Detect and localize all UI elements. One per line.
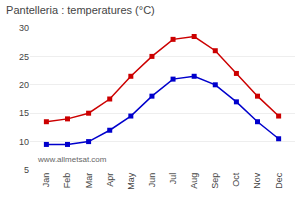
- svg-text:5: 5: [24, 165, 29, 175]
- svg-text:Jan: Jan: [41, 173, 51, 188]
- svg-text:Jun: Jun: [147, 173, 157, 188]
- svg-text:Feb: Feb: [62, 173, 72, 189]
- svg-text:25: 25: [19, 52, 29, 62]
- svg-text:Nov: Nov: [252, 172, 262, 189]
- svg-text:Dec: Dec: [274, 172, 284, 189]
- svg-text:Pantelleria : temperatures (°C: Pantelleria : temperatures (°C): [6, 4, 155, 16]
- svg-text:15: 15: [19, 108, 29, 118]
- svg-text:Mar: Mar: [84, 173, 94, 189]
- svg-text:20: 20: [19, 80, 29, 90]
- svg-text:Jul: Jul: [168, 173, 178, 185]
- svg-text:Sep: Sep: [210, 173, 220, 189]
- svg-text:Aug: Aug: [189, 173, 199, 189]
- svg-text:May: May: [126, 172, 136, 190]
- svg-text:10: 10: [19, 137, 29, 147]
- svg-text:www.allmetsat.com: www.allmetsat.com: [37, 155, 107, 164]
- svg-text:Apr: Apr: [105, 173, 115, 187]
- svg-text:Oct: Oct: [231, 172, 241, 187]
- svg-text:30: 30: [19, 23, 29, 33]
